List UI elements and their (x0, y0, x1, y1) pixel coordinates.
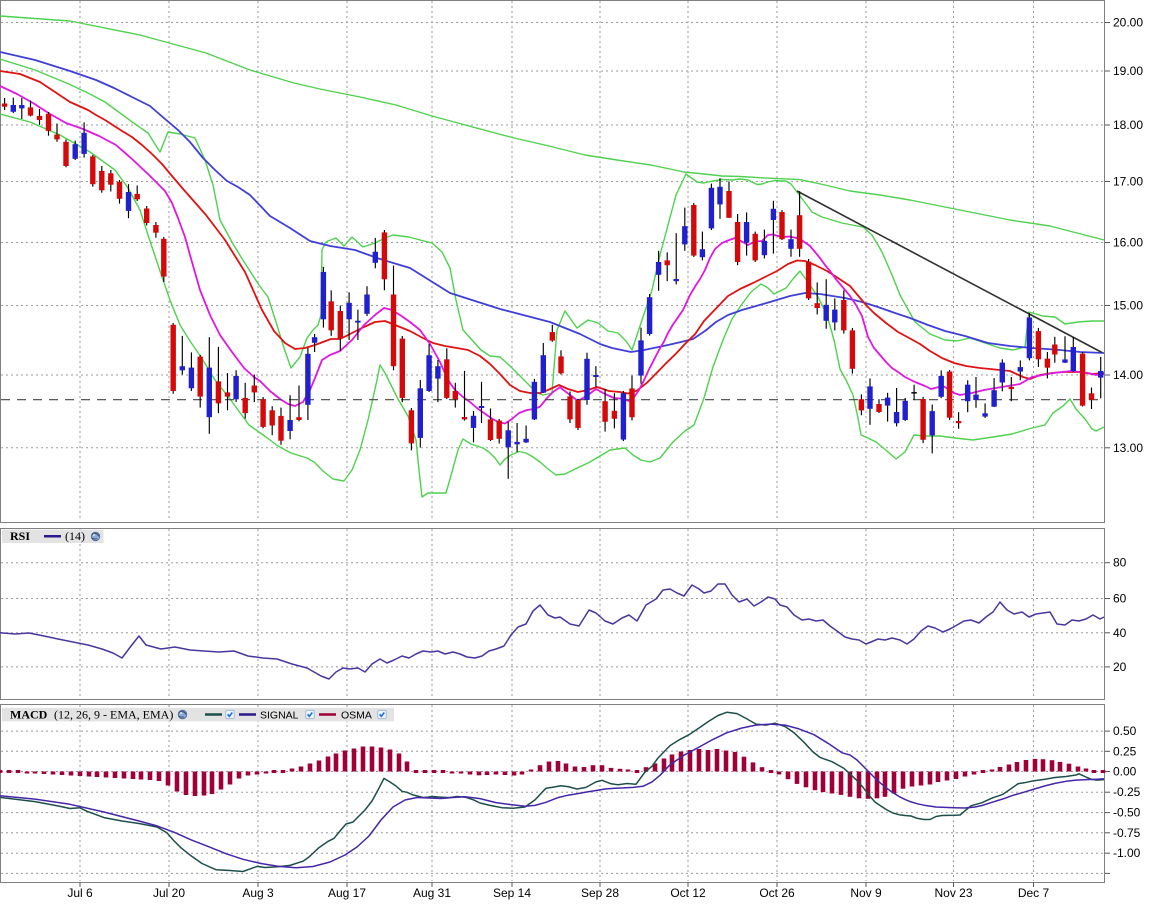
svg-text:-0.75: -0.75 (1113, 826, 1141, 840)
svg-text:Nov 23: Nov 23 (934, 886, 972, 900)
svg-text:Oct 26: Oct 26 (759, 886, 795, 900)
svg-text:SIGNAL: SIGNAL (260, 709, 299, 721)
svg-text:0.25: 0.25 (1113, 744, 1137, 758)
svg-text:0.50: 0.50 (1113, 724, 1137, 738)
svg-text:-1.00: -1.00 (1113, 846, 1141, 860)
svg-text:15.00: 15.00 (1113, 299, 1143, 313)
svg-text:40: 40 (1113, 626, 1127, 640)
svg-text:Nov 9: Nov 9 (850, 886, 882, 900)
svg-text:18.00: 18.00 (1113, 118, 1143, 132)
svg-text:16.00: 16.00 (1113, 236, 1143, 250)
svg-text:(12, 26, 9 - EMA, EMA): (12, 26, 9 - EMA, EMA) (54, 707, 173, 721)
svg-text:14.00: 14.00 (1113, 368, 1143, 382)
svg-text:20: 20 (1113, 660, 1127, 674)
svg-text:Jul 20: Jul 20 (153, 886, 185, 900)
svg-text:60: 60 (1113, 592, 1127, 606)
svg-text:Aug 31: Aug 31 (413, 886, 451, 900)
svg-text:(14): (14) (65, 529, 85, 543)
svg-text:13.00: 13.00 (1113, 441, 1143, 455)
svg-text:17.00: 17.00 (1113, 175, 1143, 189)
svg-text:80: 80 (1113, 556, 1127, 570)
svg-text:Aug 3: Aug 3 (242, 886, 274, 900)
svg-text:Jul 6: Jul 6 (67, 886, 93, 900)
svg-text:Sep 14: Sep 14 (493, 886, 531, 900)
svg-text:OSMA: OSMA (341, 709, 372, 721)
svg-text:Aug 17: Aug 17 (328, 886, 366, 900)
svg-text:-0.50: -0.50 (1113, 806, 1141, 820)
svg-text:Oct 12: Oct 12 (670, 886, 706, 900)
svg-text:19.00: 19.00 (1113, 64, 1143, 78)
svg-text:RSI: RSI (10, 529, 30, 543)
svg-text:20.00: 20.00 (1113, 16, 1143, 30)
svg-text:MACD: MACD (10, 707, 48, 721)
svg-text:Dec 7: Dec 7 (1018, 886, 1050, 900)
svg-text:0.00: 0.00 (1113, 765, 1137, 779)
svg-text:Sep 28: Sep 28 (581, 886, 619, 900)
svg-text:-0.25: -0.25 (1113, 785, 1141, 799)
